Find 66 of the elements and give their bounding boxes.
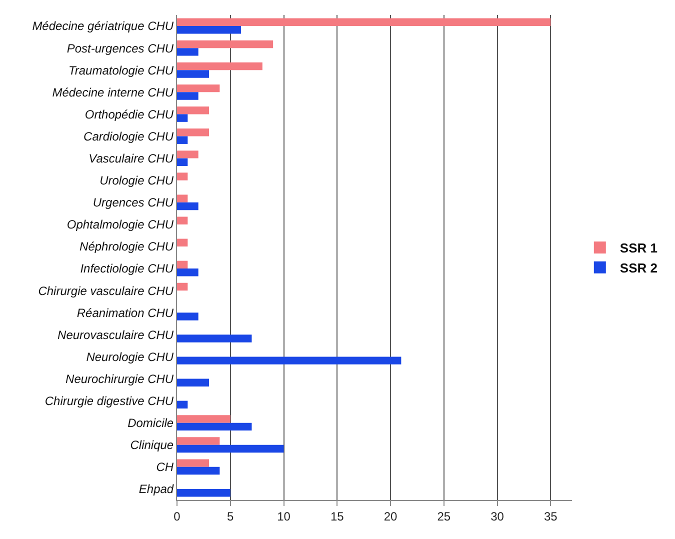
y-tick-label: Vasculaire CHU (88, 152, 174, 166)
bar (177, 466, 220, 475)
x-tick-label: 15 (330, 509, 344, 524)
y-tick-label: Chirurgie digestive CHU (44, 394, 174, 408)
x-tick-label: 25 (437, 509, 451, 524)
bar (177, 488, 230, 497)
bar (177, 26, 242, 34)
y-tick-label: Post-urgences CHU (66, 41, 174, 56)
bar (177, 238, 188, 246)
bar (177, 282, 188, 291)
bar (177, 437, 220, 445)
bar (177, 150, 198, 158)
bar (177, 268, 198, 276)
bar (177, 415, 230, 423)
y-tick-label: CH (156, 460, 174, 474)
bar (177, 400, 188, 409)
bar (177, 334, 252, 342)
bar (177, 84, 220, 92)
y-tick-label: Neurochirurgie CHU (66, 372, 174, 386)
x-tick-label: 5 (227, 509, 234, 524)
y-tick-label: Domicile (128, 416, 174, 430)
y-tick-label: Neurovasculaire CHU (58, 328, 174, 342)
y-tick-label: Infectiologie CHU (80, 262, 174, 276)
y-tick-label: Traumatologie CHU (68, 63, 174, 78)
x-tick-label: 10 (277, 509, 291, 524)
x-tick-label: 20 (384, 509, 398, 524)
bar (177, 106, 210, 114)
bar (177, 312, 198, 320)
bar (177, 128, 210, 136)
bar (177, 194, 188, 202)
y-tick-label: Néphrologie CHU (80, 240, 174, 254)
y-tick-label: Chirurgie vasculaire CHU (38, 284, 174, 298)
bar (177, 260, 188, 269)
y-tick-label: Médecine gériatrique CHU (32, 19, 174, 34)
bar (177, 48, 198, 56)
bar (177, 422, 252, 431)
y-tick-label: Urologie CHU (100, 174, 174, 188)
bar (177, 202, 198, 210)
y-tick-label: Réanimation CHU (76, 306, 174, 320)
bar (177, 136, 188, 144)
bar (177, 114, 188, 122)
x-tick-label: 0 (174, 509, 181, 524)
y-tick-label: Orthopédie CHU (84, 107, 174, 122)
legend-label: SSR 1 (620, 240, 658, 256)
bar (177, 92, 198, 100)
bar (177, 18, 551, 26)
bar (177, 158, 188, 166)
y-tick-label: Neurologie CHU (86, 350, 174, 364)
x-tick-label: 30 (490, 509, 504, 524)
bar (177, 459, 210, 467)
bar (177, 444, 284, 453)
bar (177, 172, 188, 180)
bar (177, 216, 188, 224)
bar (177, 378, 210, 386)
y-tick-label: Médecine interne CHU (52, 85, 174, 100)
y-tick-label: Urgences CHU (92, 196, 174, 210)
x-tick-label: 35 (544, 509, 558, 524)
bar (177, 62, 262, 70)
y-tick-label: Ophtalmologie CHU (66, 218, 174, 232)
bar (177, 356, 402, 364)
y-tick-label: Cardiologie CHU (84, 129, 174, 144)
legend-label: SSR 2 (620, 260, 658, 276)
bar (177, 40, 274, 48)
y-tick-label: Clinique (130, 438, 174, 452)
bar (177, 70, 210, 78)
y-tick-label: Ehpad (138, 482, 174, 496)
